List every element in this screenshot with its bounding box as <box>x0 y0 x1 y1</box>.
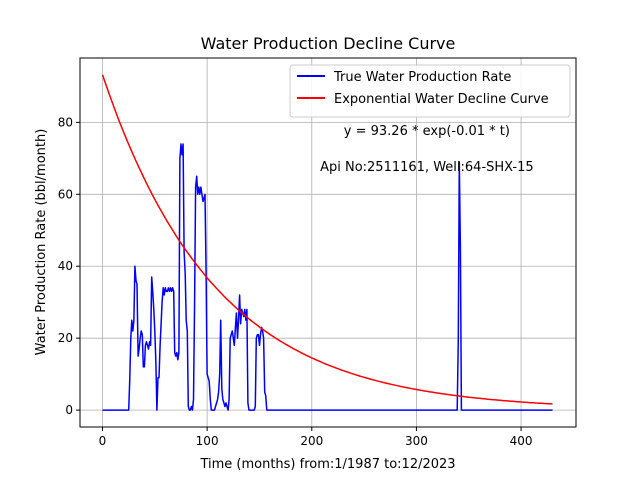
x-axis-ticks: 0 100 200 300 400 <box>99 427 533 448</box>
plot-frame <box>79 57 577 428</box>
x-tick-label: 200 <box>300 434 323 448</box>
legend: True Water Production Rate Exponential W… <box>289 64 571 118</box>
y-tick-label: 80 <box>58 115 73 129</box>
y-axis-label: Water Production Rate (bbl/month) <box>34 129 49 356</box>
y-tick-label: 40 <box>58 259 73 273</box>
y-axis-ticks: 0 20 40 60 80 <box>58 115 80 417</box>
x-tick-label: 400 <box>510 434 533 448</box>
y-tick-label: 0 <box>65 403 73 417</box>
legend-label-decline-curve: Exponential Water Decline Curve <box>334 92 549 107</box>
x-tick-label: 300 <box>405 434 428 448</box>
y-tick-label: 20 <box>58 331 73 345</box>
y-tick-label: 60 <box>58 187 73 201</box>
x-tick-label: 0 <box>99 434 107 448</box>
legend-label-true-rate: True Water Production Rate <box>333 70 511 85</box>
legend-box <box>289 64 571 118</box>
series-line-decline-curve <box>101 74 553 405</box>
x-axis-label: Time (months) from:1/1987 to:12/2023 <box>199 457 455 472</box>
series-line-true-rate <box>102 143 553 411</box>
well-annotation: Api No:2511161, Well:64-SHX-15 <box>320 160 534 175</box>
x-tick-label: 100 <box>196 434 219 448</box>
series-layer <box>101 74 553 411</box>
chart-title: Water Production Decline Curve <box>201 34 456 53</box>
equation-annotation: y = 93.26 * exp(-0.01 * t) <box>344 124 510 139</box>
